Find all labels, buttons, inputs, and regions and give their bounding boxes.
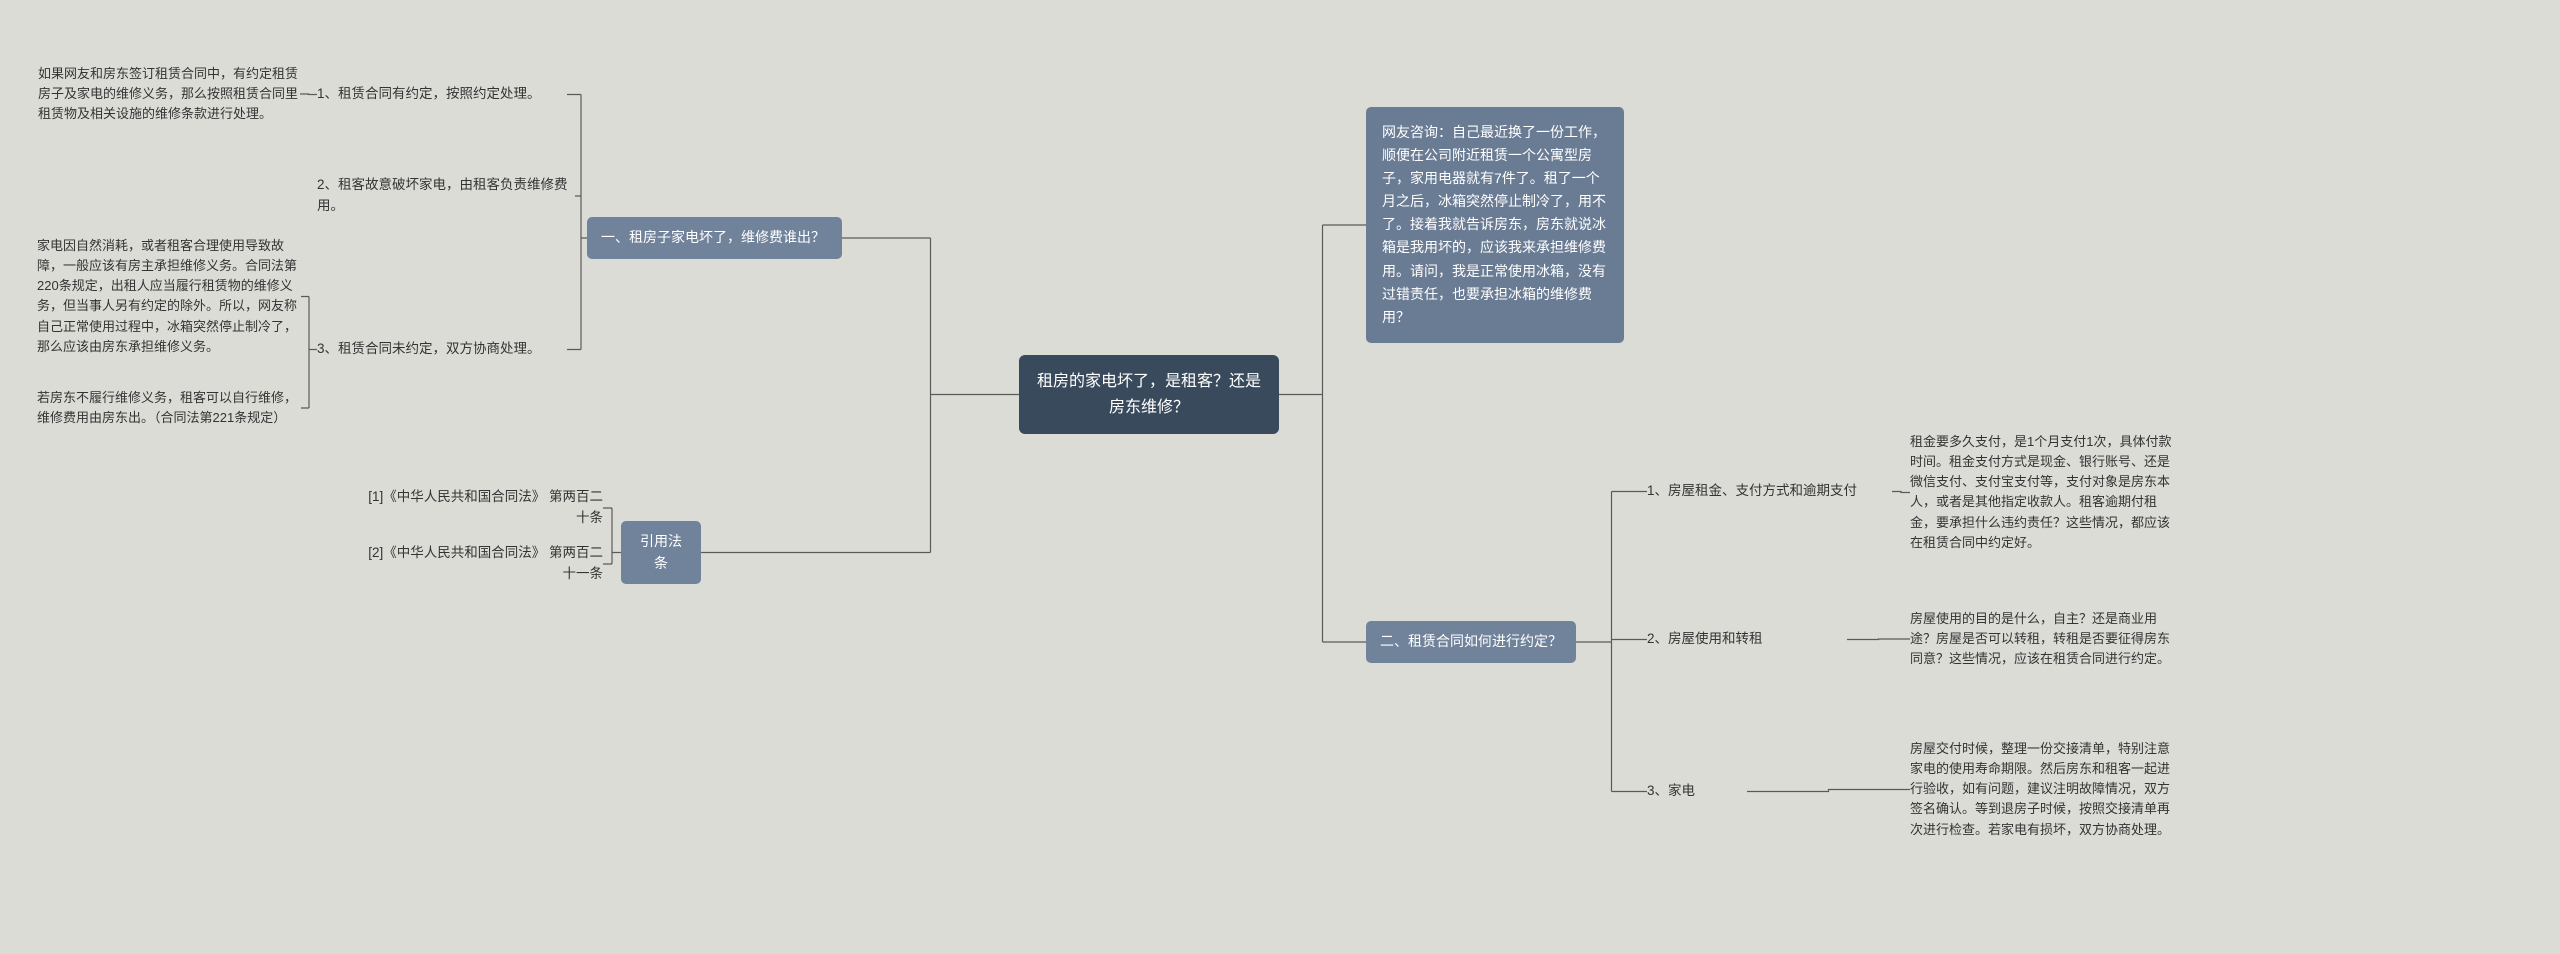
q1-sub1-text: 1、租赁合同有约定，按照约定处理。	[317, 86, 541, 101]
branch-q2-title: 二、租赁合同如何进行约定？	[1380, 633, 1562, 649]
q2-sub1-detail: 租金要多久支付，是1个月支付1次，具体付款时间。租金支付方式是现金、银行账号、还…	[1910, 432, 2176, 553]
consult-box: 网友咨询：自己最近换了一份工作，顺便在公司附近租赁一个公寓型房子，家用电器就有7…	[1366, 107, 1624, 343]
root-node: 租房的家电坏了，是租客？还是房东维修？	[1019, 355, 1279, 434]
q2-sub1-text: 1、房屋租金、支付方式和逾期支付	[1647, 483, 1857, 498]
q1-sub3-detail-b-text: 若房东不履行维修义务，租客可以自行维修，维修费用由房东出。（合同法第221条规定…	[37, 390, 297, 425]
q1-sub3-detail-b: 若房东不履行维修义务，租客可以自行维修，维修费用由房东出。（合同法第221条规定…	[37, 388, 301, 428]
q1-sub1-detail: 如果网友和房东签订租赁合同中，有约定租赁房子及家电的维修义务，那么按照租赁合同里…	[38, 64, 300, 124]
q1-sub2-text: 2、租客故意破坏家电，由租客负责维修费用。	[317, 177, 568, 213]
q2-sub3-text: 3、家电	[1647, 783, 1695, 798]
law-cite-1-text: [1]《中华人民共和国合同法》 第两百二十条	[368, 489, 603, 525]
law-cite-2: [2]《中华人民共和国合同法》 第两百二十一条	[358, 543, 603, 585]
q2-sub3-detail: 房屋交付时候，整理一份交接清单，特别注意家电的使用寿命期限。然后房东和租客一起进…	[1910, 739, 2176, 840]
q2-sub2-detail-text: 房屋使用的目的是什么，自主？还是商业用途？房屋是否可以转租，转租是否要征得房东同…	[1910, 611, 2170, 666]
q1-sub3-detail-a: 家电因自然消耗，或者租客合理使用导致故障，一般应该有房主承担维修义务。合同法第2…	[37, 236, 301, 357]
mindmap-canvas: 租房的家电坏了，是租客？还是房东维修？ 一、租房子家电坏了，维修费谁出？ 1、租…	[0, 0, 2560, 954]
q2-sub3: 3、家电	[1647, 781, 1747, 802]
branch-law: 引用法条	[621, 521, 701, 584]
branch-q1-title: 一、租房子家电坏了，维修费谁出？	[601, 229, 825, 245]
q1-sub2: 2、租客故意破坏家电，由租客负责维修费用。	[317, 175, 575, 217]
q2-sub2-text: 2、房屋使用和转租	[1647, 631, 1763, 646]
law-cite-2-text: [2]《中华人民共和国合同法》 第两百二十一条	[368, 545, 603, 581]
q2-sub2-detail: 房屋使用的目的是什么，自主？还是商业用途？房屋是否可以转租，转租是否要征得房东同…	[1910, 609, 2176, 669]
law-cite-1: [1]《中华人民共和国合同法》 第两百二十条	[358, 487, 603, 529]
q2-sub1-detail-text: 租金要多久支付，是1个月支付1次，具体付款时间。租金支付方式是现金、银行账号、还…	[1910, 434, 2171, 550]
q1-sub3-detail-a-text: 家电因自然消耗，或者租客合理使用导致故障，一般应该有房主承担维修义务。合同法第2…	[37, 238, 297, 354]
q2-sub2: 2、房屋使用和转租	[1647, 629, 1847, 650]
branch-law-title: 引用法条	[640, 533, 682, 571]
connectors-svg	[0, 0, 2560, 954]
q1-sub3: 3、租赁合同未约定，双方协商处理。	[317, 339, 567, 360]
q1-sub1-detail-text: 如果网友和房东签订租赁合同中，有约定租赁房子及家电的维修义务，那么按照租赁合同里…	[38, 66, 298, 121]
q1-sub1: 1、租赁合同有约定，按照约定处理。	[317, 84, 567, 105]
q2-sub1: 1、房屋租金、支付方式和逾期支付	[1647, 481, 1892, 502]
q2-sub3-detail-text: 房屋交付时候，整理一份交接清单，特别注意家电的使用寿命期限。然后房东和租客一起进…	[1910, 741, 2170, 837]
branch-q1: 一、租房子家电坏了，维修费谁出？	[587, 217, 842, 259]
consult-text: 网友咨询：自己最近换了一份工作，顺便在公司附近租赁一个公寓型房子，家用电器就有7…	[1382, 124, 1606, 325]
root-text: 租房的家电坏了，是租客？还是房东维修？	[1037, 373, 1261, 416]
branch-q2: 二、租赁合同如何进行约定？	[1366, 621, 1576, 663]
q1-sub3-text: 3、租赁合同未约定，双方协商处理。	[317, 341, 541, 356]
